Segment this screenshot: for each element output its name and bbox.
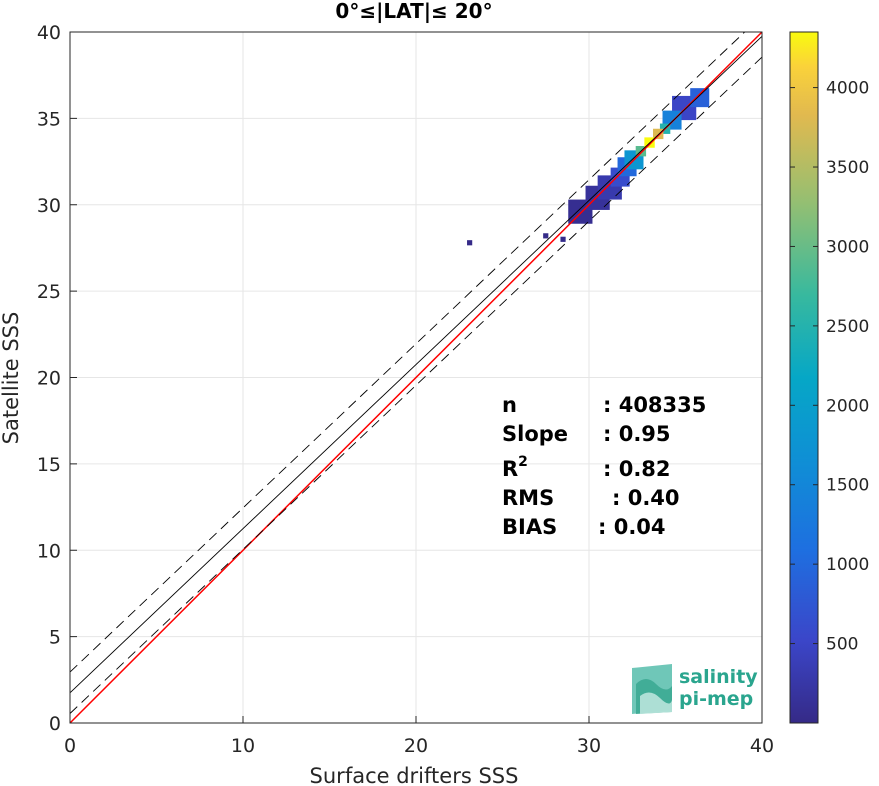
stat-r2-value: : 0.82 bbox=[603, 457, 671, 481]
y-tick-label: 5 bbox=[49, 627, 61, 649]
chart-title: 0°≤|LAT|≤ 20° bbox=[335, 0, 492, 23]
colorbar-tick-label: 1000 bbox=[826, 555, 869, 575]
logo-line1: salinity bbox=[679, 666, 758, 688]
colorbar-tick-label: 4000 bbox=[826, 79, 869, 99]
y-axis-ticks: 0 5 10 15 20 25 30 35 40 bbox=[37, 22, 77, 735]
salinity-pimep-logo: salinity pi-mep bbox=[632, 664, 758, 714]
y-tick-label: 40 bbox=[37, 22, 61, 44]
density-cell bbox=[560, 236, 566, 242]
density-cell bbox=[543, 233, 549, 239]
colorbar-tick-label: 2000 bbox=[826, 396, 869, 416]
y-tick-label: 10 bbox=[37, 540, 61, 562]
logo-wave-icon-3 bbox=[640, 692, 672, 714]
density-cell bbox=[653, 128, 664, 140]
colorbar-tick-label: 1500 bbox=[826, 476, 869, 496]
y-tick-label: 30 bbox=[37, 195, 61, 217]
stat-bias-key: BIAS bbox=[502, 515, 557, 539]
x-tick-label: 30 bbox=[577, 735, 601, 757]
x-tick-label: 0 bbox=[64, 735, 76, 757]
y-tick-label: 35 bbox=[37, 108, 61, 130]
reference-line bbox=[69, 31, 746, 673]
y-tick-label: 0 bbox=[49, 713, 61, 735]
colorbar-tick-label: 3000 bbox=[826, 237, 869, 257]
y-tick-label: 15 bbox=[37, 454, 61, 476]
colorbar-tick-label: 3500 bbox=[826, 158, 869, 178]
reference-lines bbox=[69, 31, 763, 724]
stat-rms-key: RMS bbox=[502, 486, 554, 510]
x-tick-label: 40 bbox=[750, 735, 774, 757]
density-cell bbox=[690, 88, 710, 108]
density-cell bbox=[467, 240, 473, 246]
y-axis-label: Satellite SSS bbox=[0, 312, 23, 445]
x-tick-label: 10 bbox=[231, 735, 255, 757]
x-axis-label: Surface drifters SSS bbox=[310, 764, 519, 786]
stats-block: n : 408335 Slope : 0.95 R2 : 0.82 RMS : … bbox=[502, 393, 706, 539]
y-tick-label: 25 bbox=[37, 281, 61, 303]
logo-line2: pi-mep bbox=[679, 688, 753, 710]
stat-n-key: n bbox=[502, 393, 517, 417]
colorbar-tick-label: 2500 bbox=[826, 317, 869, 337]
stat-n-value: : 408335 bbox=[603, 393, 706, 417]
colorbar-tick-label: 500 bbox=[826, 635, 858, 655]
colorbar bbox=[789, 31, 819, 724]
stat-slope-value: : 0.95 bbox=[603, 422, 671, 446]
x-tick-label: 20 bbox=[404, 735, 428, 757]
stat-slope-key: Slope bbox=[502, 422, 568, 446]
reference-line bbox=[69, 31, 763, 724]
x-axis-ticks: 0 10 20 30 40 bbox=[64, 716, 774, 757]
stat-bias-value: : 0.04 bbox=[598, 515, 666, 539]
y-tick-label: 20 bbox=[37, 368, 61, 390]
reference-line bbox=[69, 35, 763, 694]
colorbar-ticks: 500 1000 1500 2000 2500 3000 3500 4000 bbox=[790, 79, 869, 655]
stat-rms-value: : 0.40 bbox=[612, 486, 680, 510]
